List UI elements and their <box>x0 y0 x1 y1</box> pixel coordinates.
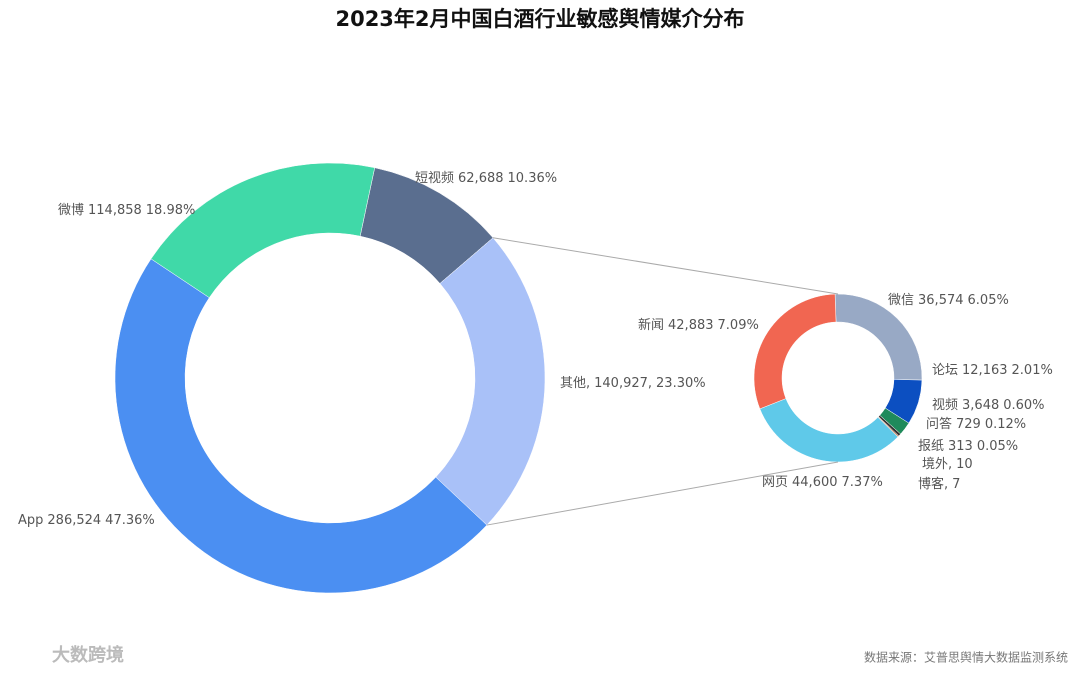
category-label: 论坛 <box>932 363 958 378</box>
value-label: 44,600 <box>792 475 838 490</box>
value-label: 313 <box>948 439 973 454</box>
percent-label: 10.36% <box>508 171 558 186</box>
source: 数据来源：艾普思舆情大数据监测系统 <box>864 650 1068 665</box>
data-label: 论坛 12,163 2.01% <box>932 363 1053 378</box>
donut-segment <box>435 237 546 526</box>
data-label: 视频 3,648 0.60% <box>932 398 1045 413</box>
percent-label: 0.60% <box>1003 398 1044 413</box>
percent-label: 7.09% <box>718 318 759 333</box>
category-label: 网页 <box>762 475 788 490</box>
connector-line <box>486 461 839 526</box>
value-label: 286,524 <box>47 513 101 528</box>
data-label: 问答 729 0.12% <box>926 416 1026 432</box>
data-label: 其他, 140,927, 23.30% <box>560 376 706 391</box>
value-label: 36,574 <box>918 293 964 308</box>
category-label: 问答 <box>926 416 952 432</box>
percent-label: 47.36% <box>105 513 155 528</box>
chart-title: 2023年2月中国白酒行业敏感舆情媒介分布 <box>335 7 744 31</box>
data-label: 境外, 10 <box>922 457 973 472</box>
value-label: 42,883 <box>668 318 714 333</box>
donut-segment <box>114 258 488 594</box>
value-label: 12,163 <box>962 363 1008 378</box>
connector-line <box>492 237 839 295</box>
watermark: 大数跨境 <box>52 644 124 666</box>
data-label: 微博 114,858 18.98% <box>58 203 195 218</box>
category-label: 境外, <box>922 457 952 472</box>
value-label: 729 <box>956 417 981 432</box>
donut-segment <box>759 398 899 463</box>
category-label: 其他, <box>560 376 590 391</box>
data-label: 网页 44,600 7.37% <box>762 475 883 490</box>
category-label: 短视频 <box>415 171 454 186</box>
data-label: 报纸 313 0.05% <box>918 439 1018 454</box>
percent-label: 18.98% <box>146 203 196 218</box>
value-label: 62,688 <box>458 171 504 186</box>
category-label: 新闻 <box>638 317 664 333</box>
value-label: 140,927, <box>594 376 652 391</box>
data-label: 博客, 7 <box>918 476 960 492</box>
value-label: 3,648 <box>962 398 999 413</box>
category-label: 博客, <box>918 476 948 492</box>
value-label: 7 <box>952 477 960 492</box>
category-label: 视频 <box>932 398 958 413</box>
data-label: App 286,524 47.36% <box>18 513 155 528</box>
percent-label: 23.30% <box>656 376 706 391</box>
data-label: 微信 36,574 6.05% <box>888 293 1009 308</box>
category-label: 微信 <box>888 293 914 308</box>
percent-label: 0.12% <box>985 417 1026 432</box>
data-label: 短视频 62,688 10.36% <box>415 171 557 186</box>
donut-segment <box>150 162 375 298</box>
percent-label: 7.37% <box>842 475 883 490</box>
category-label: 微博 <box>58 203 84 218</box>
percent-label: 0.05% <box>977 439 1018 454</box>
category-label: App <box>18 513 43 528</box>
category-label: 报纸 <box>918 439 944 454</box>
value-label: 10 <box>956 457 973 472</box>
percent-label: 2.01% <box>1012 363 1053 378</box>
value-label: 114,858 <box>88 203 142 218</box>
data-label: 新闻 42,883 7.09% <box>638 317 759 333</box>
donut-segment <box>753 293 837 410</box>
percent-label: 6.05% <box>968 293 1009 308</box>
